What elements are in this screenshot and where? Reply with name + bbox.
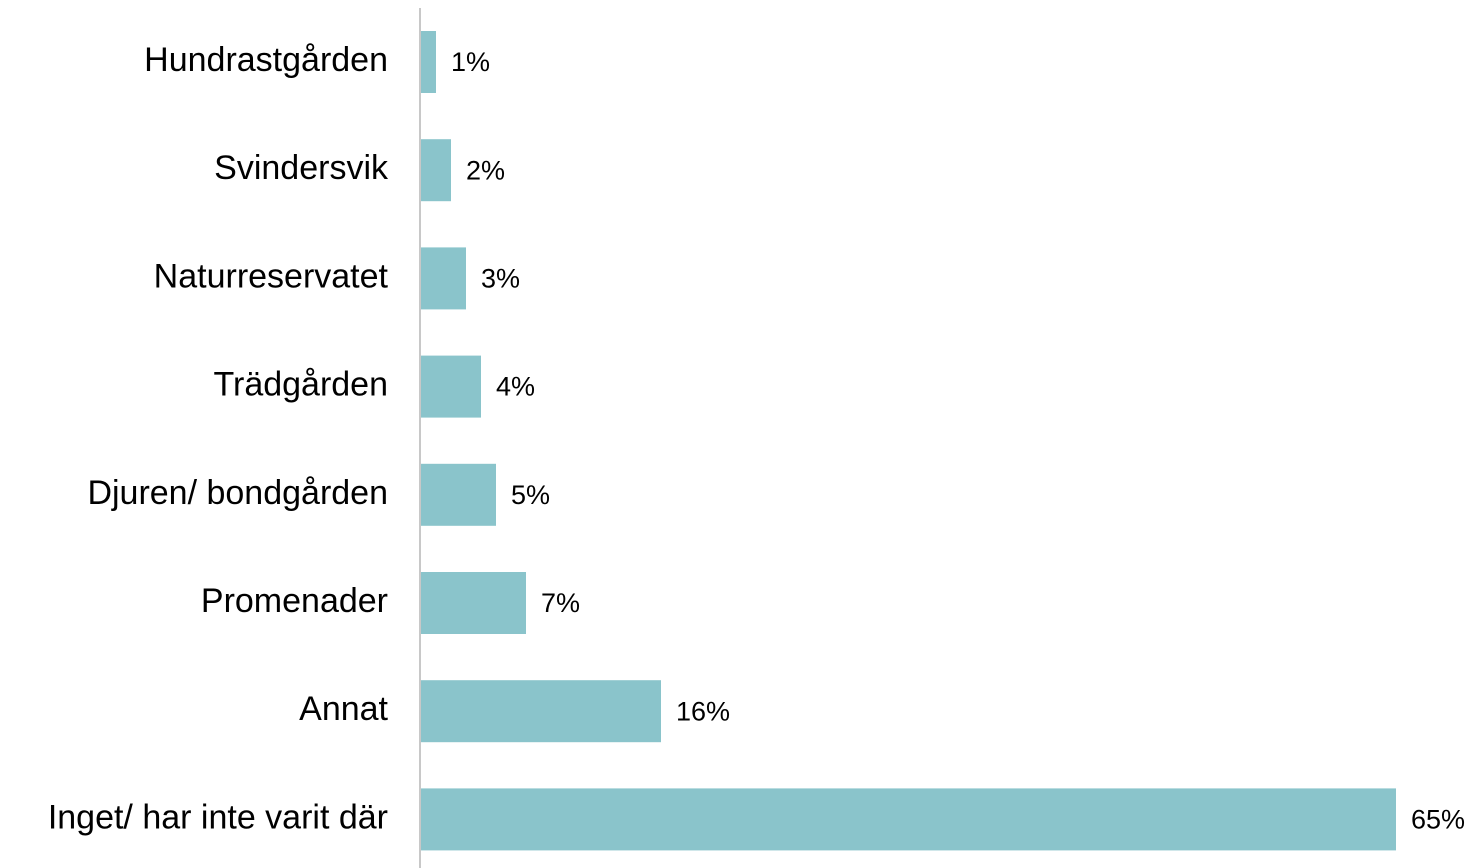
category-label: Svindersvik (214, 149, 389, 187)
category-label: Annat (299, 690, 388, 728)
category-label: Inget/ har inte varit där (48, 798, 388, 836)
bar (421, 788, 1396, 851)
data-label: 2% (466, 155, 505, 185)
data-label: 16% (676, 696, 730, 726)
data-label: 4% (496, 372, 535, 402)
bar (421, 31, 436, 93)
category-label: Hundrastgården (144, 41, 388, 79)
data-label: 3% (481, 264, 520, 294)
bar (421, 139, 451, 202)
category-label: Naturreservatet (154, 257, 389, 295)
bar (421, 572, 526, 634)
data-label: 1% (451, 47, 490, 77)
bar (421, 680, 661, 743)
bar (421, 247, 466, 310)
data-label: 7% (541, 588, 580, 618)
data-label: 65% (1411, 805, 1465, 835)
data-label: 5% (511, 480, 550, 510)
category-label: Promenader (201, 582, 388, 620)
category-label: Djuren/ bondgården (87, 474, 388, 512)
bar (421, 355, 481, 418)
category-label: Trädgården (213, 366, 388, 404)
bar (421, 463, 496, 526)
